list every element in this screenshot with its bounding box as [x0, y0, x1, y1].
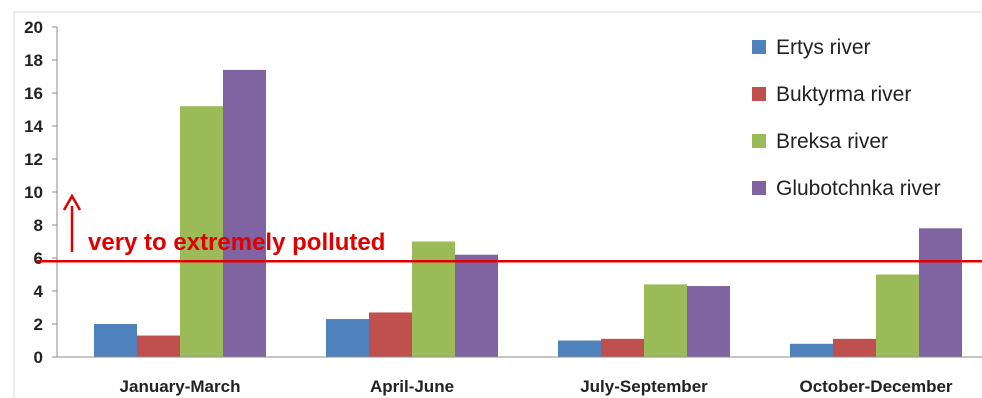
bar-buktyrma-river-2 [601, 338, 644, 357]
legend-label: Buktyrma river [776, 83, 911, 106]
bar-ertys-river-3 [790, 343, 833, 357]
x-category-label: January-March [120, 377, 241, 396]
bar-ertys-river-1 [326, 319, 369, 357]
y-tick-label: 4 [34, 282, 44, 301]
legend-label: Breksa river [776, 130, 888, 153]
threshold-arrow-icon [62, 193, 82, 211]
bar-buktyrma-river-1 [369, 312, 412, 357]
y-tick-label: 0 [34, 348, 43, 367]
bar-breksa-river-2 [644, 284, 687, 357]
legend-swatch [752, 87, 766, 101]
bar-breksa-river-0 [180, 106, 223, 357]
legend-swatch [752, 181, 766, 195]
bar-buktyrma-river-0 [137, 335, 180, 357]
bar-ertys-river-0 [94, 324, 137, 357]
y-tick-label: 14 [24, 117, 43, 136]
y-tick-label: 20 [24, 18, 43, 37]
y-tick-label: 16 [24, 84, 43, 103]
bar-glubotchnka-river-0 [223, 69, 266, 358]
bar-buktyrma-river-3 [833, 338, 876, 357]
y-tick-label: 10 [24, 183, 43, 202]
chart-border [13, 11, 982, 398]
y-tick-label: 18 [24, 51, 43, 70]
bar-glubotchnka-river-3 [919, 228, 962, 357]
legend-label: Ertys river [776, 36, 871, 59]
y-tick-label: 8 [34, 216, 43, 235]
y-tick-label: 6 [34, 249, 43, 268]
bar-glubotchnka-river-2 [687, 286, 730, 357]
threshold-label: very to extremely polluted [88, 229, 385, 256]
legend-swatch [752, 134, 766, 148]
x-category-label: October-December [799, 377, 952, 396]
bar-ertys-river-2 [558, 340, 601, 357]
bar-breksa-river-3 [876, 274, 919, 357]
bar-glubotchnka-river-1 [455, 254, 498, 357]
y-tick-label: 2 [34, 315, 43, 334]
y-tick-label: 12 [24, 150, 43, 169]
x-category-label: July-September [580, 377, 708, 396]
x-category-label: April-June [370, 377, 454, 396]
legend-label: Glubotchnka river [776, 177, 941, 200]
legend-box [738, 22, 982, 218]
bar-breksa-river-1 [412, 241, 455, 357]
legend-swatch [752, 40, 766, 54]
